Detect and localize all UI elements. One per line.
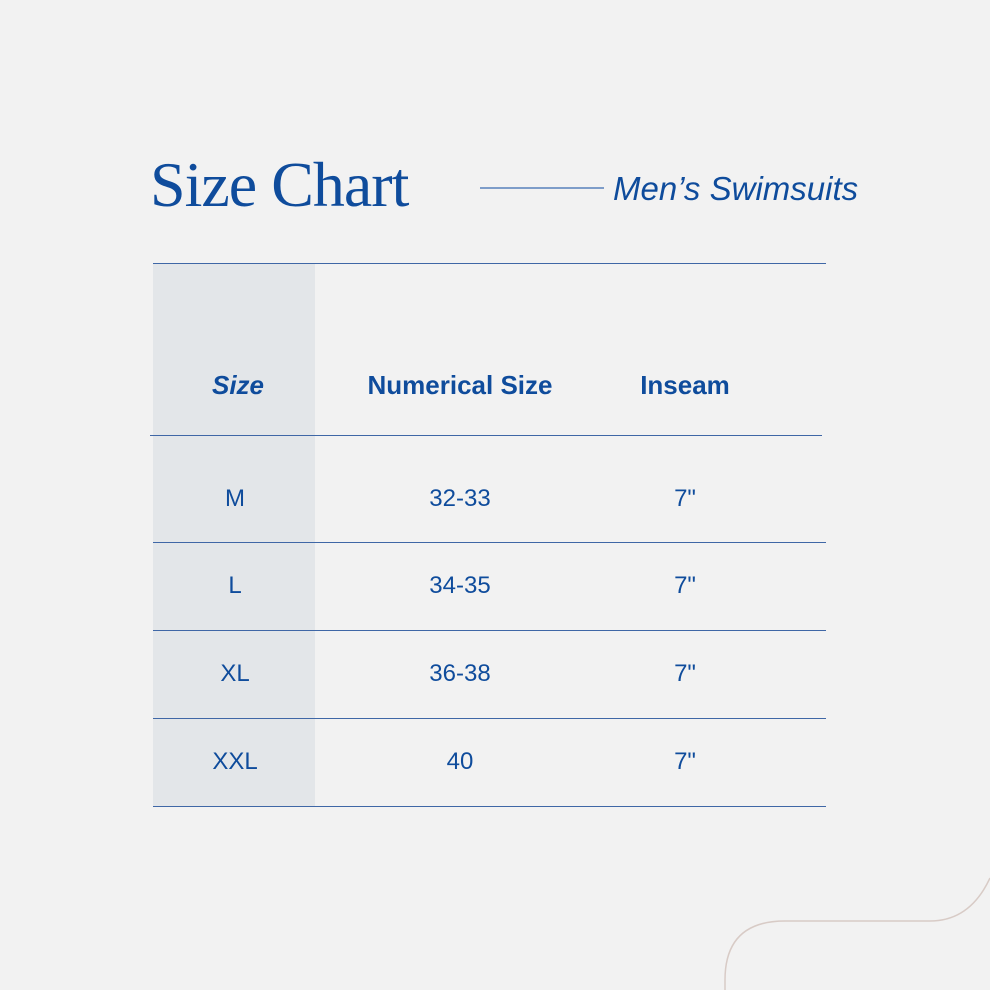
cell-numerical-size: 34-35 — [429, 572, 491, 599]
page-subtitle: Men’s Swimsuits — [613, 170, 859, 207]
cell-numerical-size: 32-33 — [429, 485, 491, 512]
cell-numerical-size: 40 — [446, 748, 474, 775]
header-size: Size — [211, 370, 265, 400]
page-title: Size Chart — [150, 149, 409, 220]
row-divider — [153, 718, 826, 719]
cell-numerical-size: 36-38 — [429, 660, 491, 687]
size-column-shade — [153, 264, 315, 806]
cell-inseam: 7" — [674, 485, 696, 512]
table-bottom-line — [153, 806, 826, 807]
cell-inseam: 7" — [674, 660, 696, 687]
cell-size: XXL — [212, 748, 258, 775]
header-inseam: Inseam — [640, 370, 730, 400]
row-divider — [153, 630, 826, 631]
cell-size: M — [225, 485, 245, 512]
header-divider — [150, 435, 822, 436]
cell-inseam: 7" — [674, 572, 696, 599]
cell-size: XL — [220, 660, 250, 687]
table-top-line — [153, 263, 826, 264]
cell-size: L — [228, 572, 242, 599]
row-divider — [153, 542, 826, 543]
cell-inseam: 7" — [674, 748, 696, 775]
header-numerical-size: Numerical Size — [367, 370, 553, 400]
title-divider — [480, 187, 604, 189]
